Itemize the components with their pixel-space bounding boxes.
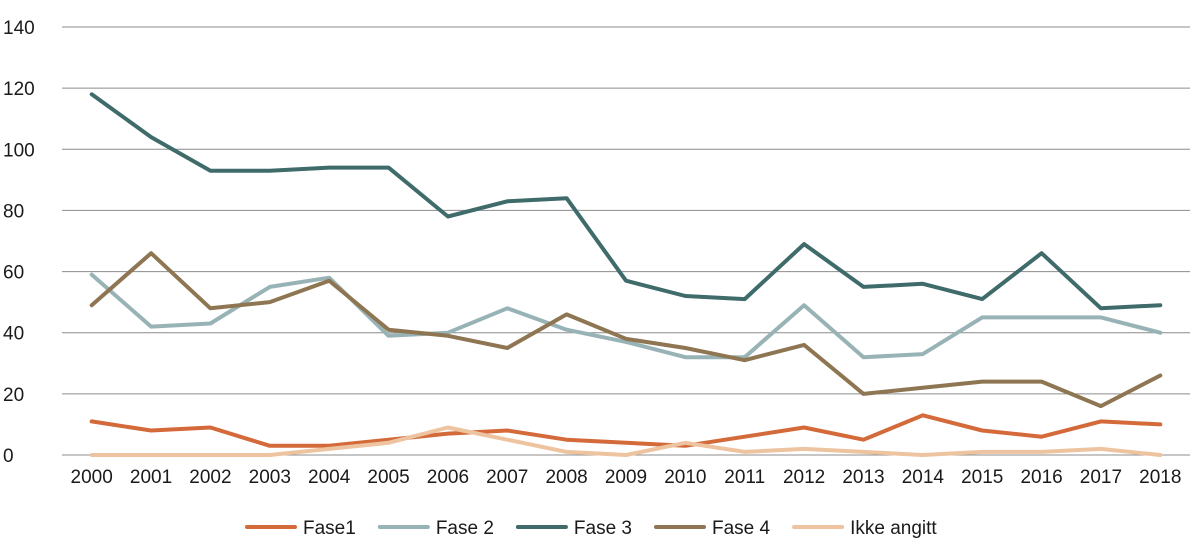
x-tick-label: 2016 [1020, 467, 1062, 488]
x-tick-label: 2011 [724, 467, 765, 488]
x-tick-label: 2015 [961, 467, 1003, 488]
legend-item: Fase 2 [377, 518, 494, 539]
legend-label: Fase 2 [436, 518, 494, 539]
series-line-3 [89, 92, 1163, 311]
legend-item: Ikke angitt [792, 518, 937, 539]
x-tick-label: 2006 [427, 467, 469, 488]
x-tick-label: 2009 [605, 467, 647, 488]
legend-label: Fase 3 [574, 518, 632, 539]
x-tick-label: 2003 [249, 467, 291, 488]
x-tick-label: 2013 [842, 467, 884, 488]
gridlines [62, 26, 1190, 456]
y-tick-label: 80 [3, 201, 24, 222]
x-tick-label: 2008 [545, 467, 587, 488]
series-lines [89, 92, 1163, 457]
y-tick-label: 140 [3, 18, 35, 39]
x-tick-label: 2001 [130, 467, 172, 488]
y-tick-label: 100 [3, 140, 35, 161]
legend-item: Fase 4 [654, 518, 771, 539]
x-tick-label: 2017 [1080, 467, 1122, 488]
series-line-2 [89, 272, 1163, 360]
legend-label: Ikke angitt [850, 518, 937, 539]
x-tick-label: 2014 [902, 467, 945, 488]
x-tick-label: 2007 [486, 467, 528, 488]
y-tick-label: 0 [3, 446, 14, 467]
x-tick-label: 2012 [783, 467, 825, 488]
y-axis-ticks: 0 20 40 60 80 100 120 140 [3, 18, 35, 467]
series-line-4 [89, 251, 1163, 409]
x-axis-ticks: 2000 2001 2002 2003 2004 2005 2006 2007 2008 2009… [71, 467, 1182, 488]
legend-item: Fase1 [245, 518, 356, 539]
x-tick-label: 2018 [1139, 467, 1181, 488]
series-line-1 [89, 413, 1163, 448]
legend-item: Fase 3 [515, 518, 632, 539]
x-tick-label: 2002 [189, 467, 231, 488]
y-tick-label: 40 [3, 324, 24, 345]
y-tick-label: 60 [3, 263, 24, 284]
y-tick-label: 120 [3, 79, 35, 100]
x-tick-label: 2004 [308, 467, 351, 488]
legend-label: Fase 4 [712, 518, 771, 539]
y-tick-label: 20 [3, 385, 24, 406]
legend: Fase1 Fase 2 Fase 3 Fase 4 Ikke angitt [245, 518, 937, 539]
x-tick-label: 2010 [664, 467, 706, 488]
x-tick-label: 2005 [367, 467, 409, 488]
x-tick-label: 2000 [71, 467, 113, 488]
series-line-5 [89, 425, 1163, 457]
legend-label: Fase1 [303, 518, 356, 539]
